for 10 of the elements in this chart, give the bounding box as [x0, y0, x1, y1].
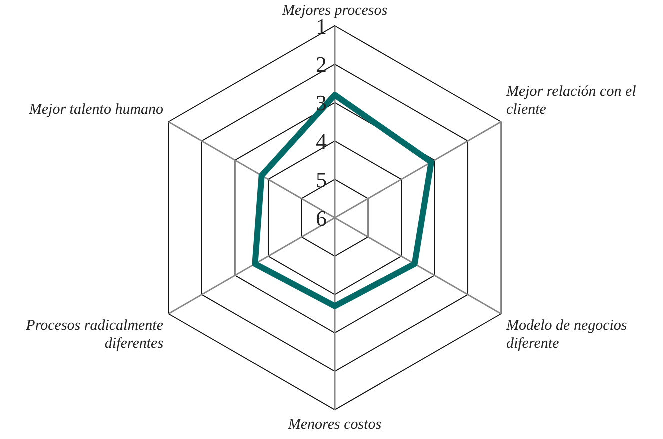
y-tick-label: 4: [316, 128, 327, 154]
y-tick-label: 2: [316, 52, 327, 78]
y-tick-label: 5: [316, 167, 327, 192]
spoke-label: Mejores procesos: [281, 2, 388, 19]
spoke-label: Modelo de negocios diferente: [505, 318, 628, 352]
spoke-label: Mejor talento humano: [28, 102, 164, 118]
spoke-label: Menores costos: [287, 416, 382, 433]
spoke-label: Procesos radicalmente diferentes: [25, 318, 164, 352]
spoke-label: Mejor relación con el cliente: [505, 84, 636, 118]
y-tick-label: 6: [316, 206, 327, 231]
